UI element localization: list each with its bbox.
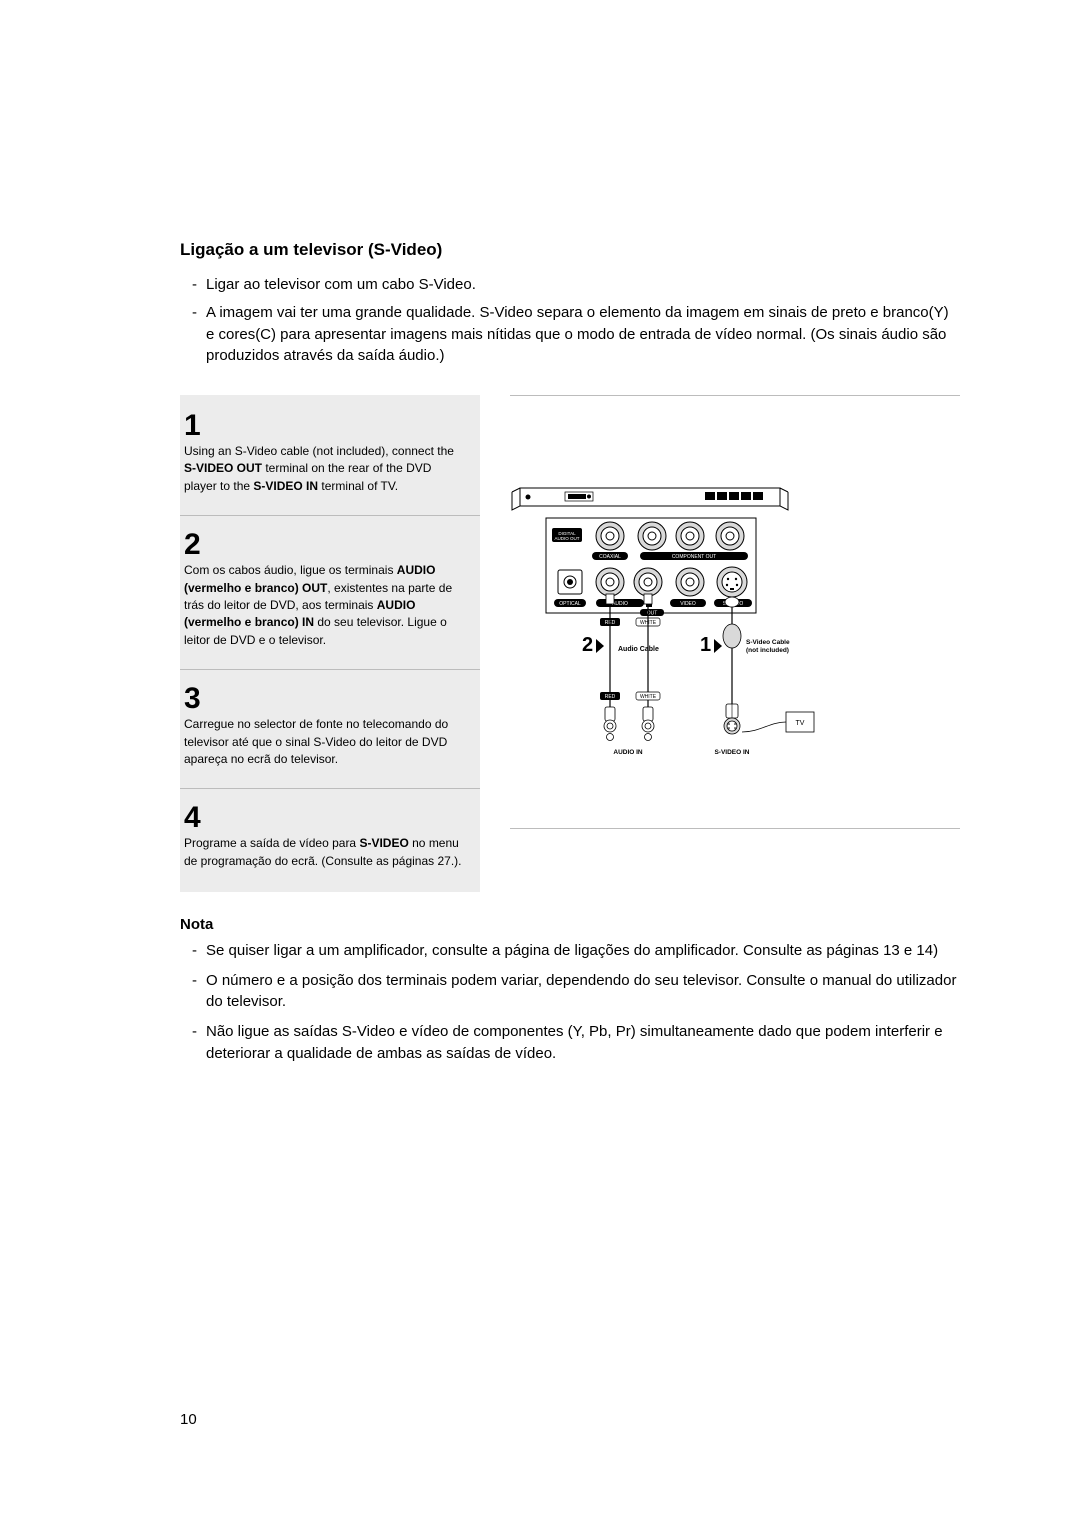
note-text: Se quiser ligar a um amplificador, consu… xyxy=(206,940,938,962)
two-column-layout: 1 Using an S-Video cable (not included),… xyxy=(180,395,960,892)
dash-icon: - xyxy=(192,970,206,1014)
note-item: - Não ligue as saídas S-Video e vídeo de… xyxy=(192,1021,960,1065)
note-title: Nota xyxy=(180,914,960,936)
note-text: O número e a posição dos terminais podem… xyxy=(206,970,960,1014)
divider-icon xyxy=(510,395,960,396)
label-svideo-in: S-VIDEO IN xyxy=(714,749,749,756)
dash-icon: - xyxy=(192,940,206,962)
divider-icon xyxy=(180,788,480,789)
label-optical: OPTICAL xyxy=(559,601,581,607)
note-item: - O número e a posição dos terminais pod… xyxy=(192,970,960,1014)
note-block: Nota - Se quiser ligar a um amplificador… xyxy=(180,914,960,1065)
svg-text:AUDIO OUT: AUDIO OUT xyxy=(554,536,579,541)
label-audio-in: AUDIO IN xyxy=(613,749,643,756)
step-body: Using an S-Video cable (not included), c… xyxy=(184,443,464,495)
marker-1: 1 xyxy=(700,634,711,656)
step-body: Com os cabos áudio, ligue os terminais A… xyxy=(184,562,464,649)
svg-text:RED: RED xyxy=(605,694,616,700)
label-coaxial: COAXIAL xyxy=(599,554,621,560)
connection-diagram: DIGITAL AUDIO OUT COAXIAL xyxy=(510,486,960,808)
divider-icon xyxy=(510,828,960,829)
label-svideo-cable: S-Video Cable xyxy=(746,639,790,646)
dash-icon: - xyxy=(192,274,206,296)
step: 1 Using an S-Video cable (not included),… xyxy=(180,407,480,505)
step: 3 Carregue no selector de fonte no telec… xyxy=(180,680,480,778)
dash-icon: - xyxy=(192,1021,206,1065)
label-audio: AUDIO xyxy=(612,601,628,607)
step-body: Carregue no selector de fonte no telecom… xyxy=(184,716,464,768)
divider-icon xyxy=(180,515,480,516)
label-tv: TV xyxy=(796,720,805,727)
intro-list: - Ligar ao televisor com um cabo S-Video… xyxy=(192,274,960,367)
intro-text: A imagem vai ter uma grande qualidade. S… xyxy=(206,302,960,367)
step-number: 4 xyxy=(184,803,464,833)
divider-icon xyxy=(180,669,480,670)
intro-text: Ligar ao televisor com um cabo S-Video. xyxy=(206,274,476,296)
step-number: 1 xyxy=(184,411,464,441)
intro-item: - Ligar ao televisor com um cabo S-Video… xyxy=(192,274,960,296)
manual-page: Ligação a um televisor (S-Video) - Ligar… xyxy=(0,0,1080,1528)
marker-2: 2 xyxy=(582,634,593,656)
label-component-out: COMPONENT OUT xyxy=(672,554,716,560)
note-list: - Se quiser ligar a um amplificador, con… xyxy=(180,940,960,1065)
intro-item: - A imagem vai ter uma grande qualidade.… xyxy=(192,302,960,367)
note-text: Não ligue as saídas S-Video e vídeo de c… xyxy=(206,1021,960,1065)
right-column: DIGITAL AUDIO OUT COAXIAL xyxy=(510,395,960,829)
dash-icon: - xyxy=(192,302,206,367)
step-body: Programe a saída de vídeo para S-VIDEO n… xyxy=(184,835,464,870)
note-item: - Se quiser ligar a um amplificador, con… xyxy=(192,940,960,962)
label-svideo-cable-2: (not included) xyxy=(746,647,789,654)
step: 2 Com os cabos áudio, ligue os terminais… xyxy=(180,526,480,659)
steps-box: 1 Using an S-Video cable (not included),… xyxy=(180,395,480,892)
svg-text:WHITE: WHITE xyxy=(640,694,657,700)
step-number: 2 xyxy=(184,530,464,560)
page-number: 10 xyxy=(180,1411,197,1428)
label-audio-cable: Audio Cable xyxy=(618,646,659,653)
label-video: VIDEO xyxy=(680,601,696,607)
section-title: Ligação a um televisor (S-Video) xyxy=(180,240,960,260)
step-number: 3 xyxy=(184,684,464,714)
step: 4 Programe a saída de vídeo para S-VIDEO… xyxy=(180,799,480,880)
